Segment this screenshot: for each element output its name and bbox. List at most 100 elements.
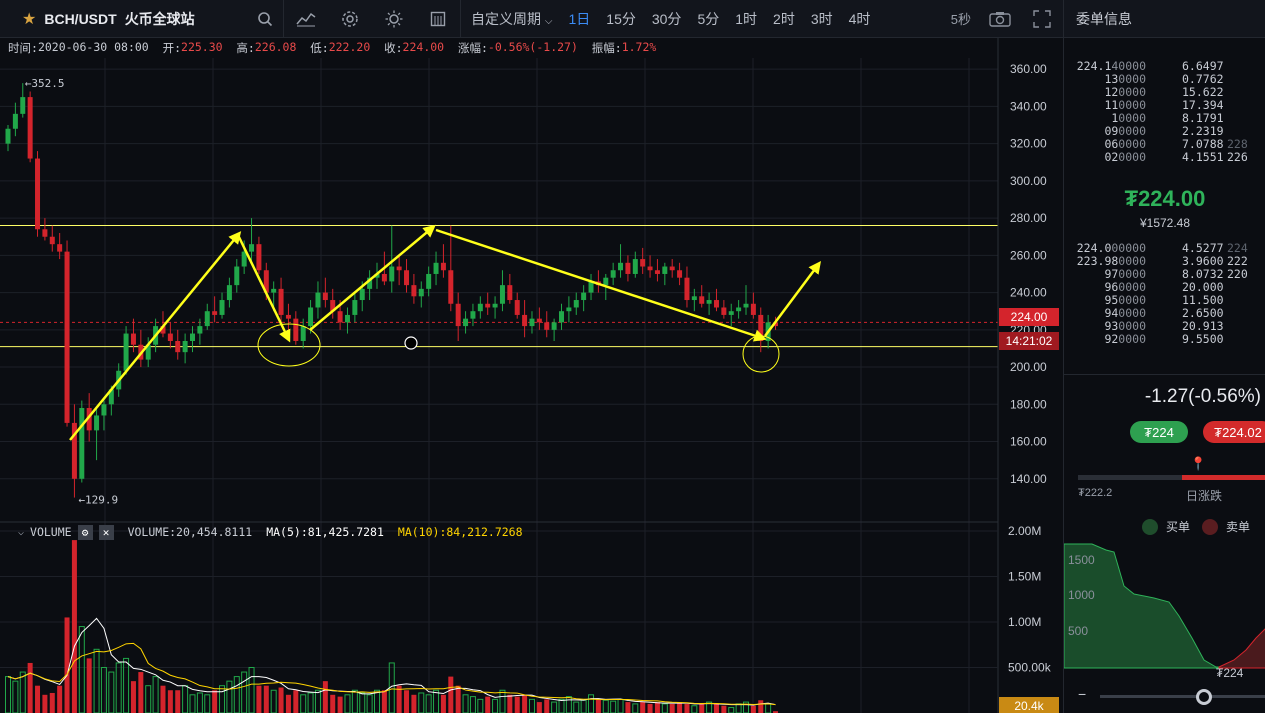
bid-row[interactable]: 930000 20.913 bbox=[1064, 320, 1265, 333]
theme-sun-icon[interactable] bbox=[372, 0, 416, 38]
order-price-main: 06 bbox=[1104, 137, 1119, 151]
zoom-track[interactable] bbox=[1100, 695, 1265, 698]
price-tick-label: 160.00 bbox=[1010, 435, 1047, 449]
period-4h[interactable]: 4时 bbox=[848, 10, 871, 27]
depth-zoom-slider[interactable]: − bbox=[1064, 686, 1265, 708]
camera-icon[interactable] bbox=[979, 0, 1021, 38]
order-price-main: 224.0 bbox=[1076, 241, 1112, 255]
depth-chart[interactable]: 1500 1000 500 ₮224 bbox=[1064, 540, 1265, 685]
buy-price-pill[interactable]: ₮224 bbox=[1130, 421, 1188, 443]
candle-body bbox=[507, 285, 513, 301]
period-2h[interactable]: 2时 bbox=[773, 10, 795, 27]
period-3h[interactable]: 3时 bbox=[810, 10, 833, 27]
ask-row[interactable]: 090000 2.2319 bbox=[1064, 125, 1265, 138]
volume-bar bbox=[366, 694, 373, 713]
low-label: 低: bbox=[310, 41, 329, 55]
volume-bar bbox=[448, 676, 454, 713]
legend-sell[interactable]: 卖单 bbox=[1202, 518, 1250, 535]
volume-bar bbox=[558, 698, 565, 713]
trend-arrow bbox=[69, 231, 242, 441]
volume-bar bbox=[86, 658, 92, 713]
zoom-minus-button[interactable]: − bbox=[1078, 686, 1087, 702]
candle-body bbox=[337, 311, 343, 323]
volume-bar bbox=[115, 662, 122, 713]
volume-bar bbox=[241, 671, 248, 713]
period-30m[interactable]: 30分 bbox=[651, 10, 682, 27]
order-price-main: 96 bbox=[1104, 280, 1119, 294]
bid-row[interactable]: 960000 20.000 bbox=[1064, 281, 1265, 294]
settings-gear-icon[interactable] bbox=[328, 0, 372, 38]
volume-bar bbox=[440, 694, 446, 713]
volume-bar bbox=[100, 667, 107, 713]
ask-row[interactable]: 060000 7.0788 228 bbox=[1064, 138, 1265, 151]
candle-body bbox=[145, 344, 151, 360]
price-tick-label: 140.00 bbox=[1010, 472, 1047, 486]
candle-body bbox=[758, 314, 764, 341]
volume-bar bbox=[123, 657, 130, 713]
map-pin-icon: 📍 bbox=[1190, 456, 1207, 471]
volume-close-icon[interactable]: ✕ bbox=[98, 524, 114, 540]
ask-row[interactable]: 10000 8.1791 bbox=[1064, 112, 1265, 125]
period-5m[interactable]: 5分 bbox=[697, 10, 720, 27]
volume-tag-bg bbox=[999, 697, 1059, 713]
candle-body bbox=[750, 303, 756, 315]
ask-row[interactable]: 110000 17.394 bbox=[1064, 99, 1265, 112]
volume-bar bbox=[654, 702, 660, 713]
zoom-handle[interactable] bbox=[1196, 689, 1212, 705]
order-amount: 3.9600 bbox=[1182, 254, 1224, 268]
indicator-icon[interactable] bbox=[284, 0, 328, 38]
order-price: 110000 bbox=[1064, 99, 1146, 112]
sell-price-pill[interactable]: ₮224.02 bbox=[1203, 421, 1265, 443]
order-price-dim: 0000 bbox=[1118, 293, 1146, 307]
order-price-dim: 0000 bbox=[1118, 332, 1146, 346]
candle-body bbox=[86, 408, 92, 431]
search-icon[interactable] bbox=[250, 0, 280, 38]
bid-row[interactable]: 950000 11.500 bbox=[1064, 294, 1265, 307]
ask-row[interactable]: 120000 15.622 bbox=[1064, 86, 1265, 99]
candle-body bbox=[101, 404, 107, 416]
layout-icon[interactable] bbox=[416, 0, 460, 38]
bid-row[interactable]: 920000 9.5500 bbox=[1064, 333, 1265, 346]
star-icon[interactable]: ★ bbox=[22, 10, 37, 28]
range-low: ₮222.2 bbox=[1078, 487, 1113, 499]
collapse-chevron-icon[interactable]: ⌵ bbox=[18, 526, 25, 538]
candle-body bbox=[691, 296, 697, 301]
fullscreen-icon[interactable] bbox=[1021, 0, 1063, 38]
price-chart[interactable]: 140.00160.00180.00200.00220.00240.00260.… bbox=[0, 38, 1063, 713]
volume-bar bbox=[418, 692, 425, 713]
bid-row[interactable]: 223.980000 3.9600 222 bbox=[1064, 255, 1265, 268]
order-price: 120000 bbox=[1064, 86, 1146, 99]
volume-ma-line bbox=[7, 617, 776, 706]
candle-body bbox=[160, 326, 166, 334]
order-total: 222 bbox=[1227, 254, 1248, 268]
custom-period-dropdown[interactable]: 自定义周期 ⌵ bbox=[461, 9, 560, 29]
ask-row[interactable]: 130000 0.7762 bbox=[1064, 73, 1265, 86]
candle-body bbox=[108, 389, 114, 405]
legend-buy[interactable]: 买单 bbox=[1142, 518, 1190, 535]
bid-row[interactable]: 940000 2.6500 bbox=[1064, 307, 1265, 320]
last-price-tag: 224.00 bbox=[999, 308, 1059, 326]
ask-row[interactable]: 224.140000 6.6497 bbox=[1064, 60, 1265, 73]
period-1d[interactable]: 1日 bbox=[568, 10, 591, 27]
order-price-main: 95 bbox=[1104, 293, 1119, 307]
period-1h[interactable]: 1时 bbox=[735, 10, 758, 27]
period-15m[interactable]: 15分 bbox=[606, 10, 636, 27]
volume-bar bbox=[256, 685, 262, 713]
countdown-tag: 14:21:02 bbox=[999, 332, 1059, 350]
bid-row[interactable]: 224.000000 4.5277 224 bbox=[1064, 242, 1265, 255]
exchange-label: 火币全球站 bbox=[124, 10, 195, 27]
legend-sell-label: 卖单 bbox=[1226, 520, 1251, 534]
depth-tick-1500: 1500 bbox=[1068, 553, 1095, 567]
order-price: 020000 bbox=[1064, 151, 1146, 164]
volume-bar bbox=[344, 694, 351, 713]
symbol-selector[interactable]: ★ BCH/USDT 火币全球站 bbox=[0, 0, 284, 38]
bid-row[interactable]: 970000 8.0732 220 bbox=[1064, 268, 1265, 281]
volume-bar bbox=[565, 696, 572, 713]
order-amount: 20.000 bbox=[1182, 280, 1224, 294]
volume-settings-icon[interactable]: ⚙ bbox=[77, 524, 93, 540]
candle-body bbox=[12, 113, 18, 129]
volume-bar bbox=[219, 685, 226, 713]
refresh-interval[interactable]: 5秒 bbox=[950, 12, 971, 27]
order-price-dim: 0000 bbox=[1118, 306, 1146, 320]
ask-row[interactable]: 020000 4.1551 226 bbox=[1064, 151, 1265, 164]
